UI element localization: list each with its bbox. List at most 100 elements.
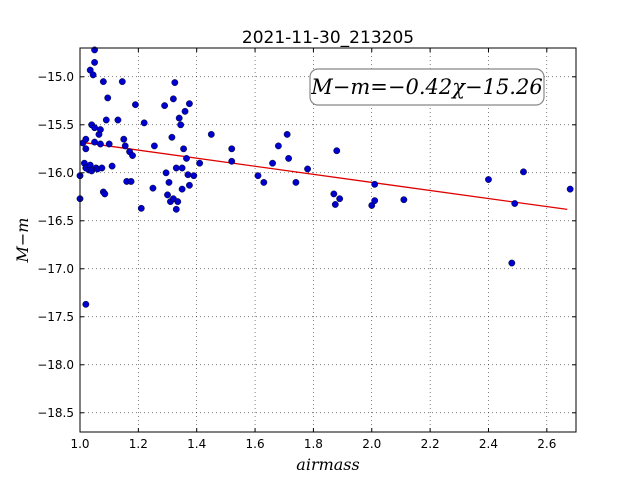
data-point [285, 154, 293, 162]
data-point [169, 95, 177, 103]
data-point [184, 171, 192, 179]
data-point [137, 204, 145, 212]
data-point [254, 172, 262, 180]
data-point [508, 259, 516, 267]
data-point [260, 178, 268, 186]
x-tick-label: 2.4 [479, 437, 498, 451]
data-point [165, 178, 173, 186]
x-axis-label: airmass [296, 455, 359, 474]
data-point [99, 78, 107, 86]
data-point [520, 168, 527, 176]
data-point [149, 184, 157, 192]
data-point [186, 100, 193, 108]
data-point [304, 165, 311, 173]
data-point [97, 140, 104, 148]
data-point [180, 145, 187, 153]
data-point [196, 159, 204, 167]
data-point [91, 124, 98, 132]
data-point [101, 190, 109, 198]
data-point [150, 142, 158, 150]
data-point [91, 59, 98, 66]
data-point [292, 178, 300, 186]
y-tick-label: −18.5 [37, 406, 74, 420]
data-point [371, 180, 379, 188]
data-point [207, 130, 215, 138]
y-tick-label: −16.5 [37, 214, 74, 228]
y-axis-label: M−m [13, 218, 32, 264]
data-point [331, 201, 339, 208]
data-point [121, 142, 129, 150]
data-point [177, 121, 185, 129]
data-point [104, 94, 112, 102]
data-point [86, 161, 94, 169]
data-point [89, 71, 97, 79]
y-axis-ticks: −15.0 −15.5 −16.0 −16.5 −17.0 −17.5 −18.0 −18.5 [37, 70, 576, 420]
x-tick-label: 2.2 [421, 437, 440, 451]
data-point [183, 154, 190, 162]
data-point [336, 195, 344, 203]
data-point [228, 157, 236, 165]
data-point [120, 135, 128, 143]
data-point [228, 145, 236, 153]
data-point [371, 197, 379, 205]
data-point [105, 140, 113, 148]
data-point [82, 145, 90, 153]
data-points [76, 46, 574, 308]
data-point [175, 114, 183, 122]
data-point [172, 205, 180, 213]
data-point [97, 126, 104, 134]
x-tick-label: 1.4 [187, 437, 206, 451]
fit-line [79, 141, 568, 211]
fit-line-group [79, 141, 568, 211]
y-tick-label: −15.5 [37, 118, 74, 132]
data-point [178, 185, 186, 193]
data-point [330, 190, 338, 198]
chart-title: 2021-11-30_213205 [242, 28, 414, 48]
data-point [333, 147, 341, 155]
annotation-text: M−m=−0.42χ−15.26 [310, 75, 542, 99]
data-point [127, 178, 135, 185]
data-point [274, 142, 282, 150]
data-point [162, 169, 170, 177]
data-point [283, 130, 291, 138]
data-point [82, 300, 90, 308]
data-point [161, 102, 169, 110]
annotation-box [309, 68, 545, 106]
data-point [129, 152, 136, 159]
data-point [91, 138, 98, 146]
data-point [178, 164, 186, 172]
data-point [172, 164, 180, 172]
data-point [114, 116, 122, 124]
data-point [98, 164, 106, 172]
data-point [168, 133, 176, 141]
x-tick-label: 1.8 [304, 437, 323, 451]
y-tick-label: −16.0 [37, 166, 74, 180]
data-point [174, 198, 182, 206]
data-point [190, 172, 198, 180]
x-tick-label: 2.0 [362, 437, 381, 451]
data-point [566, 185, 574, 193]
x-tick-label: 1.2 [129, 437, 148, 451]
data-point [511, 200, 519, 207]
x-axis-ticks: 1.0 1.2 1.4 1.6 1.8 2.0 2.2 2.4 2.6 [70, 48, 556, 451]
data-point [269, 159, 276, 167]
x-tick-label: 2.6 [537, 437, 556, 451]
y-tick-label: −17.5 [37, 310, 74, 324]
data-point [118, 78, 126, 86]
x-tick-label: 1.6 [246, 437, 265, 451]
data-point [82, 135, 90, 143]
data-point [400, 196, 408, 204]
fit-annotation: M−m=−0.42χ−15.26 [309, 68, 545, 106]
data-point [171, 79, 179, 86]
data-point [164, 191, 171, 199]
data-point [181, 107, 189, 115]
data-point [485, 176, 492, 183]
x-tick-label: 1.0 [70, 437, 89, 451]
y-tick-label: −18.0 [37, 358, 74, 372]
y-tick-label: −15.0 [37, 70, 74, 84]
data-point [186, 181, 193, 189]
data-point [132, 101, 139, 109]
y-tick-label: −17.0 [37, 262, 74, 276]
data-point [102, 116, 110, 124]
